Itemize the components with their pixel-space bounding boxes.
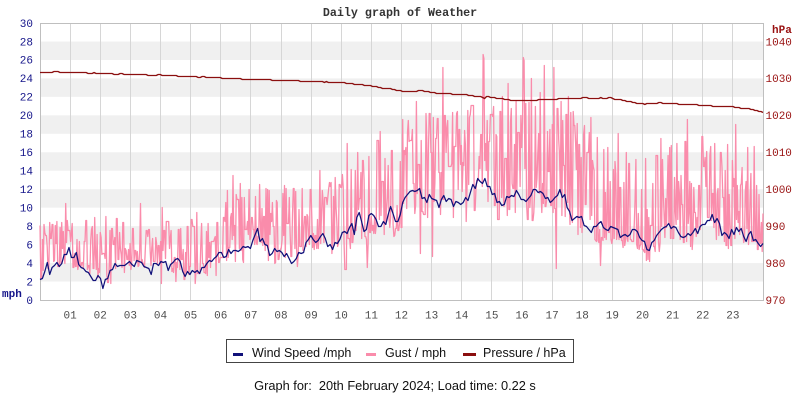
svg-text:11: 11 xyxy=(365,311,379,323)
svg-text:20: 20 xyxy=(20,111,33,123)
svg-text:8: 8 xyxy=(26,222,33,234)
svg-text:1030: 1030 xyxy=(766,74,792,86)
svg-text:04: 04 xyxy=(154,311,168,323)
svg-text:12: 12 xyxy=(395,311,408,323)
svg-text:01: 01 xyxy=(64,311,78,323)
svg-text:2: 2 xyxy=(26,277,33,289)
svg-text:03: 03 xyxy=(124,311,137,323)
svg-text:06: 06 xyxy=(214,311,227,323)
svg-text:09: 09 xyxy=(305,311,318,323)
svg-text:07: 07 xyxy=(244,311,257,323)
svg-text:0: 0 xyxy=(26,296,33,308)
svg-text:10: 10 xyxy=(20,203,33,215)
svg-text:980: 980 xyxy=(766,259,786,271)
svg-text:21: 21 xyxy=(666,311,680,323)
svg-text:13: 13 xyxy=(425,311,438,323)
svg-text:1040: 1040 xyxy=(766,37,792,49)
svg-text:970: 970 xyxy=(766,296,786,308)
svg-text:16: 16 xyxy=(20,148,33,160)
svg-text:18: 18 xyxy=(576,311,589,323)
svg-text:hPa: hPa xyxy=(772,25,792,37)
svg-text:14: 14 xyxy=(455,311,469,323)
svg-text:23: 23 xyxy=(726,311,739,323)
svg-text:30: 30 xyxy=(20,19,33,31)
svg-text:28: 28 xyxy=(20,37,33,49)
svg-text:19: 19 xyxy=(606,311,619,323)
svg-text:990: 990 xyxy=(766,222,786,234)
svg-text:12: 12 xyxy=(20,185,33,197)
svg-text:08: 08 xyxy=(274,311,287,323)
svg-text:1000: 1000 xyxy=(766,185,792,197)
svg-text:10: 10 xyxy=(335,311,348,323)
svg-text:02: 02 xyxy=(94,311,107,323)
svg-text:18: 18 xyxy=(20,130,33,142)
svg-text:22: 22 xyxy=(696,311,709,323)
svg-text:20: 20 xyxy=(636,311,649,323)
svg-text:17: 17 xyxy=(546,311,559,323)
svg-text:15: 15 xyxy=(485,311,498,323)
svg-text:24: 24 xyxy=(20,74,34,86)
svg-text:4: 4 xyxy=(26,259,33,271)
svg-text:6: 6 xyxy=(26,240,33,252)
svg-text:1010: 1010 xyxy=(766,148,792,160)
svg-text:14: 14 xyxy=(20,167,34,179)
svg-text:16: 16 xyxy=(515,311,528,323)
svg-text:1020: 1020 xyxy=(766,111,792,123)
svg-text:26: 26 xyxy=(20,56,33,68)
svg-text:22: 22 xyxy=(20,93,33,105)
svg-text:mph: mph xyxy=(2,289,22,301)
svg-text:05: 05 xyxy=(184,311,197,323)
